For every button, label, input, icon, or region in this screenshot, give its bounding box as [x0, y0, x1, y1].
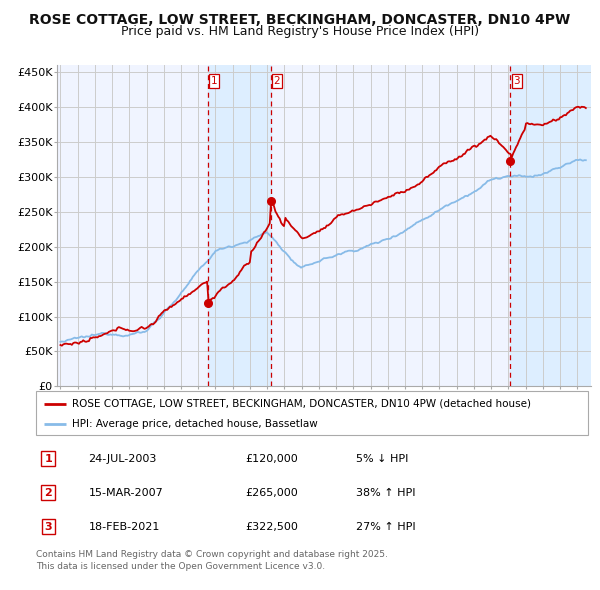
Text: £120,000: £120,000 [246, 454, 299, 464]
Text: £322,500: £322,500 [246, 522, 299, 532]
Text: 27% ↑ HPI: 27% ↑ HPI [356, 522, 416, 532]
Text: Price paid vs. HM Land Registry's House Price Index (HPI): Price paid vs. HM Land Registry's House … [121, 25, 479, 38]
Text: 2: 2 [274, 76, 280, 86]
Text: 3: 3 [514, 76, 520, 86]
Bar [208, 65, 271, 386]
Text: 18-FEB-2021: 18-FEB-2021 [88, 522, 160, 532]
Text: 5% ↓ HPI: 5% ↓ HPI [356, 454, 409, 464]
Text: ROSE COTTAGE, LOW STREET, BECKINGHAM, DONCASTER, DN10 4PW (detached house): ROSE COTTAGE, LOW STREET, BECKINGHAM, DO… [72, 399, 531, 408]
Text: 1: 1 [44, 454, 52, 464]
Text: 38% ↑ HPI: 38% ↑ HPI [356, 488, 416, 497]
Text: Contains HM Land Registry data © Crown copyright and database right 2025.
This d: Contains HM Land Registry data © Crown c… [36, 550, 388, 571]
Text: HPI: Average price, detached house, Bassetlaw: HPI: Average price, detached house, Bass… [72, 419, 317, 430]
Text: 24-JUL-2003: 24-JUL-2003 [88, 454, 157, 464]
Text: 1: 1 [211, 76, 217, 86]
Text: 3: 3 [44, 522, 52, 532]
FancyBboxPatch shape [36, 391, 588, 435]
Bar [511, 65, 591, 386]
Text: £265,000: £265,000 [246, 488, 299, 497]
Text: 15-MAR-2007: 15-MAR-2007 [88, 488, 163, 497]
Text: 2: 2 [44, 488, 52, 497]
Text: ROSE COTTAGE, LOW STREET, BECKINGHAM, DONCASTER, DN10 4PW: ROSE COTTAGE, LOW STREET, BECKINGHAM, DO… [29, 13, 571, 27]
